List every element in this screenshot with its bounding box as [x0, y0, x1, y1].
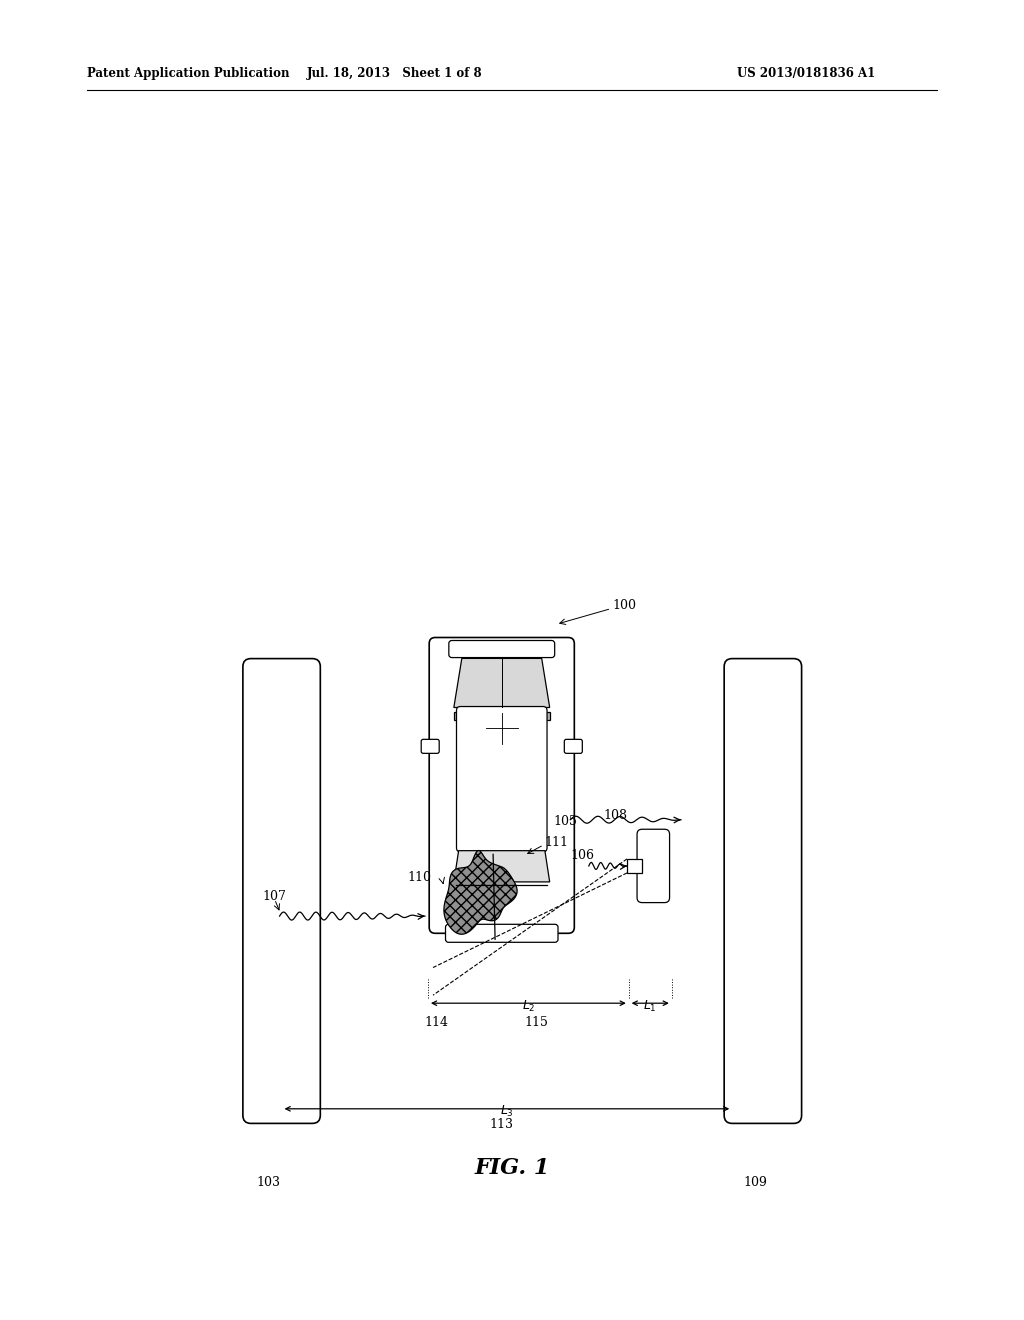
Text: US 2013/0181836 A1: US 2013/0181836 A1 [737, 67, 876, 81]
Text: 113: 113 [489, 1118, 514, 1131]
Text: 115: 115 [524, 1016, 549, 1030]
Text: $L_1$: $L_1$ [643, 999, 657, 1014]
Text: 114: 114 [424, 1016, 449, 1030]
Polygon shape [454, 850, 550, 882]
FancyBboxPatch shape [449, 640, 555, 657]
Polygon shape [454, 659, 550, 708]
Text: 110: 110 [408, 871, 431, 884]
FancyBboxPatch shape [724, 659, 802, 1123]
Text: 107: 107 [262, 890, 286, 903]
Text: 111: 111 [545, 836, 568, 849]
FancyBboxPatch shape [445, 924, 558, 942]
Text: 109: 109 [743, 1176, 768, 1189]
Polygon shape [454, 713, 550, 721]
Text: Jul. 18, 2013   Sheet 1 of 8: Jul. 18, 2013 Sheet 1 of 8 [306, 67, 482, 81]
Text: $L_2$: $L_2$ [521, 999, 536, 1014]
Text: Patent Application Publication: Patent Application Publication [87, 67, 290, 81]
Text: 100: 100 [612, 599, 636, 612]
Text: 103: 103 [256, 1176, 281, 1189]
FancyBboxPatch shape [457, 706, 547, 851]
Text: $L_3$: $L_3$ [500, 1104, 514, 1119]
Text: 106: 106 [570, 849, 594, 862]
Text: 108: 108 [603, 809, 627, 822]
FancyBboxPatch shape [564, 739, 583, 754]
FancyBboxPatch shape [429, 638, 574, 933]
FancyBboxPatch shape [421, 739, 439, 754]
Text: 105: 105 [553, 814, 577, 828]
FancyBboxPatch shape [243, 659, 321, 1123]
FancyBboxPatch shape [627, 859, 642, 873]
FancyBboxPatch shape [637, 829, 670, 903]
Text: FIG. 1: FIG. 1 [474, 1158, 550, 1179]
Polygon shape [444, 850, 517, 935]
